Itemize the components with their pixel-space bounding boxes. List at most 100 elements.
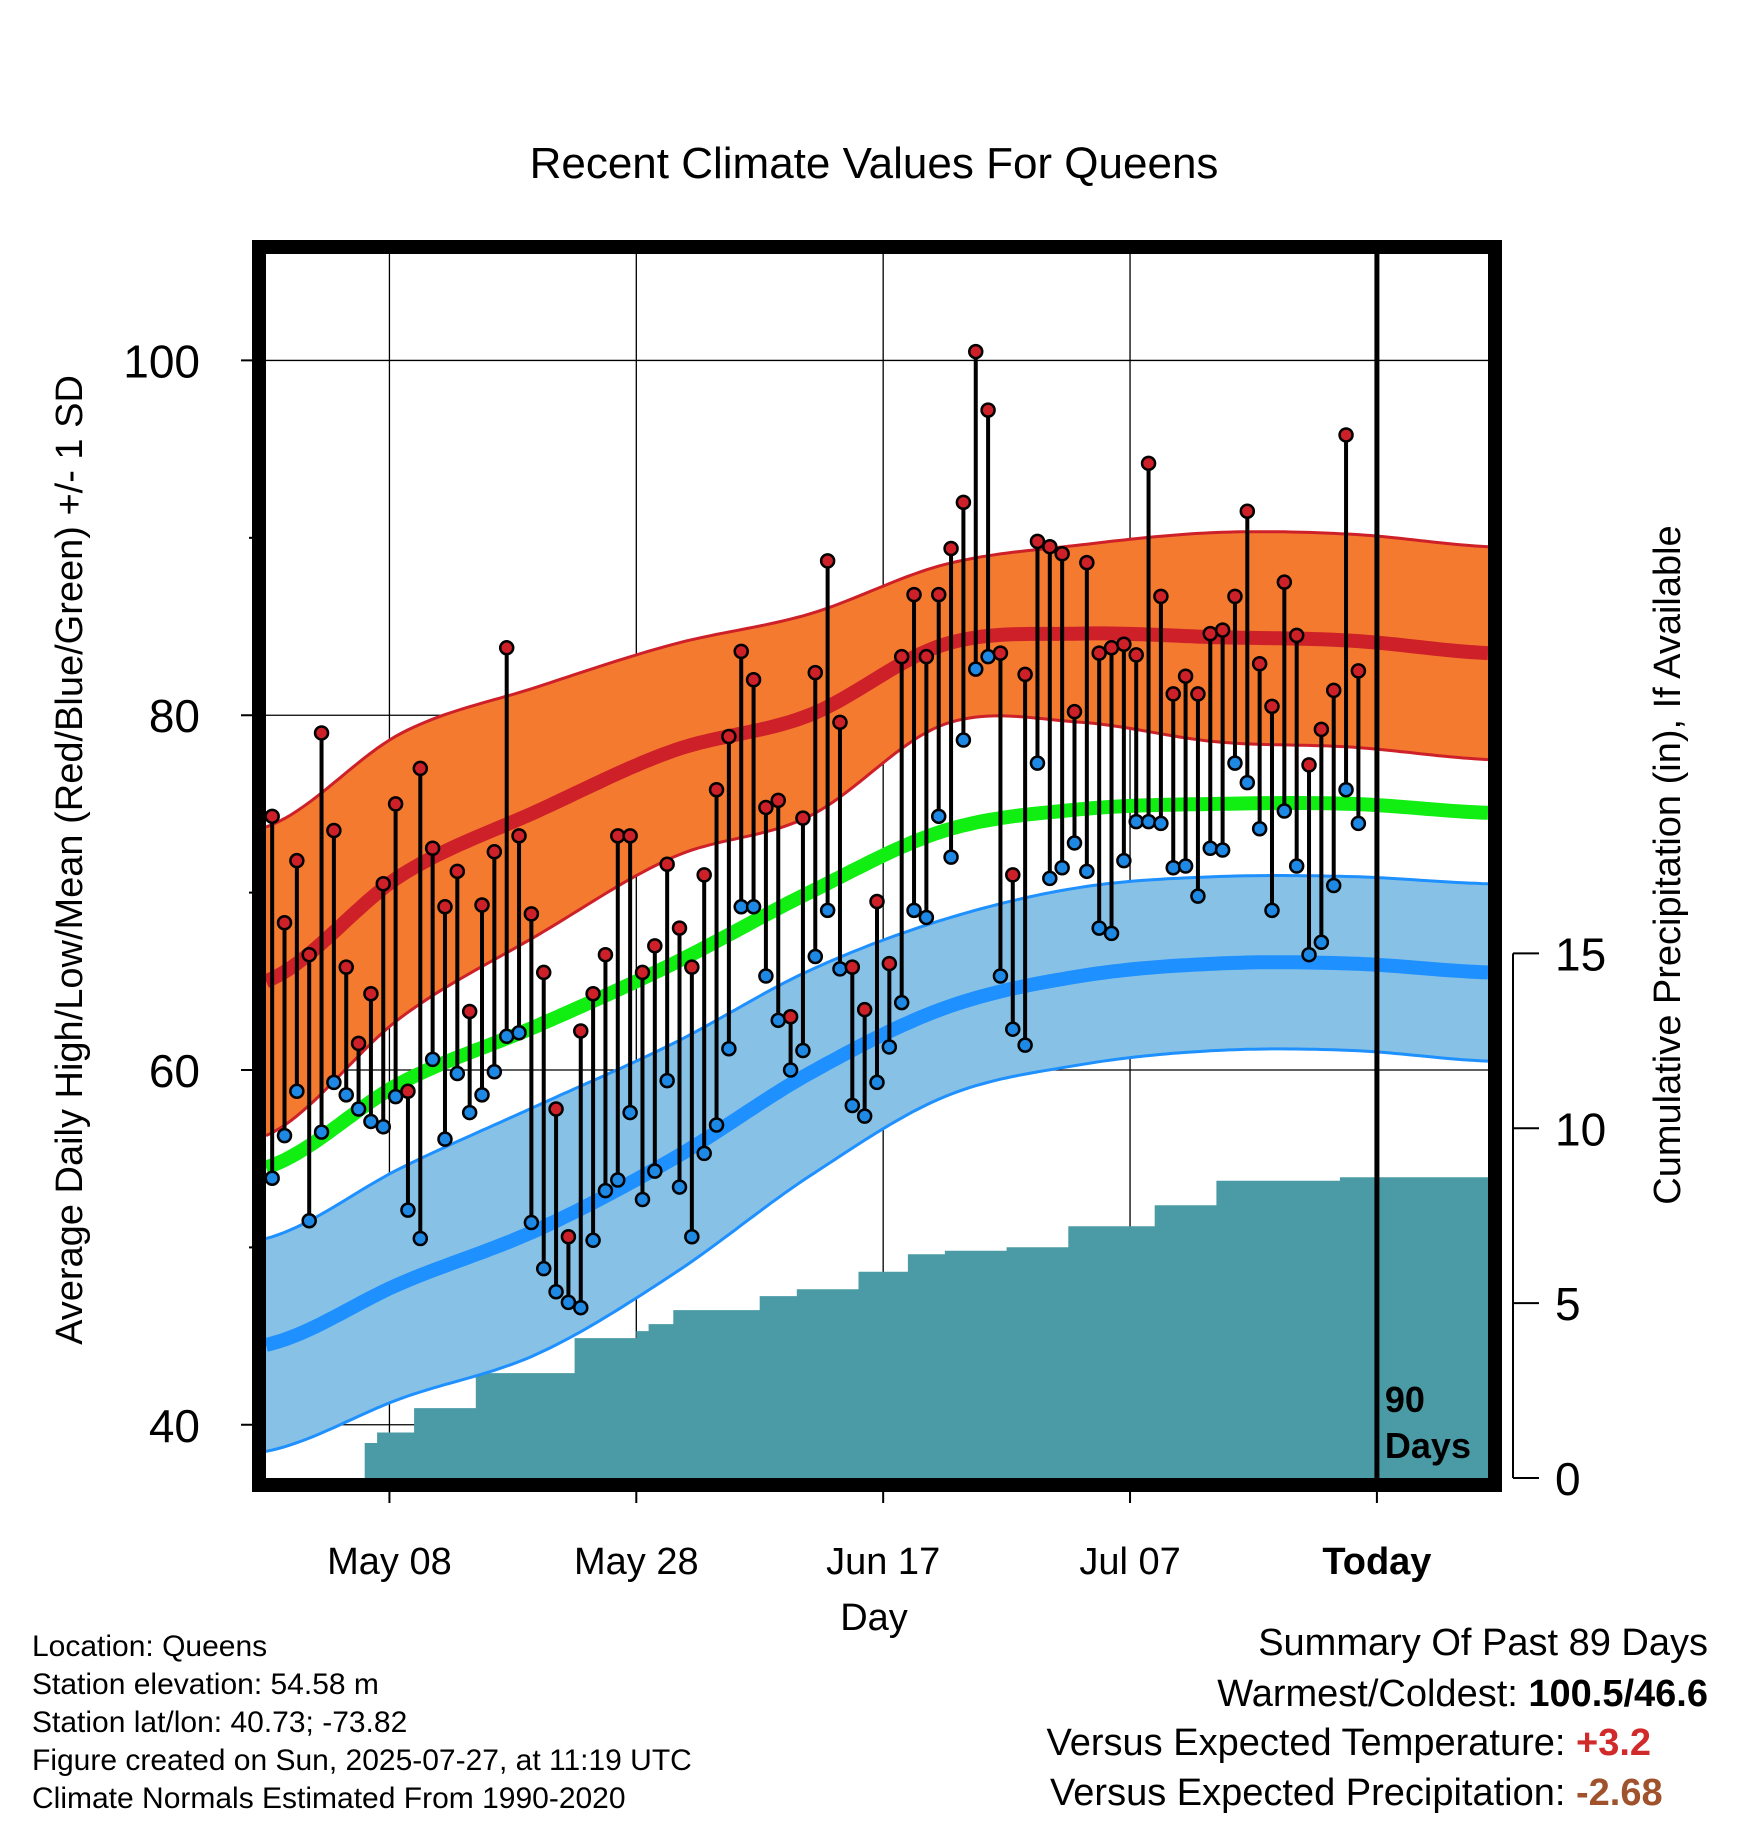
summary-precip-row: Versus Expected Precipitation: -2.68 [1050, 1772, 1708, 1815]
y-tick-label: 80 [149, 690, 200, 742]
x-tick-label: Today [1322, 1541, 1431, 1583]
summary-temp-value: +3.2 [1576, 1722, 1652, 1764]
daily-high-point [424, 840, 441, 857]
daily-low-point [1042, 870, 1058, 887]
daily-high-point [1066, 703, 1083, 720]
daily-low-point [276, 1127, 293, 1144]
daily-low-point [461, 1104, 478, 1121]
daily-low-point [1017, 1037, 1033, 1053]
daily-low-point [610, 1172, 626, 1188]
daily-low-point [301, 1213, 317, 1229]
daily-high-point [819, 553, 836, 569]
daily-high-point [1264, 698, 1280, 715]
station-info: Location: Queens Station elevation: 54.5… [32, 1628, 692, 1818]
daily-low-point [955, 732, 972, 748]
daily-low-point [363, 1113, 379, 1130]
daily-high-point [1029, 533, 1046, 550]
daily-low-point [807, 948, 824, 965]
daily-high-point [1350, 663, 1367, 679]
daily-high-point [474, 897, 490, 913]
summary-temp-label: Versus Expected Temperature: [1046, 1722, 1566, 1764]
daily-low-point [967, 661, 984, 677]
daily-high-point [844, 959, 861, 975]
high-sd-upper [266, 530, 1488, 829]
daily-low-point [832, 961, 848, 977]
daily-high-point [511, 828, 527, 844]
daily-high-point [770, 792, 787, 809]
y2-tick-label: 15 [1555, 928, 1606, 980]
daily-low-point [266, 1170, 280, 1186]
x-tick-label: May 08 [327, 1541, 452, 1583]
daily-high-point [610, 828, 626, 844]
daily-high-point [745, 671, 762, 688]
daily-high-point [1325, 682, 1342, 699]
daily-high-point [906, 586, 922, 603]
daily-low-point [387, 1088, 404, 1105]
summary-precip-value: -2.68 [1576, 1772, 1663, 1814]
daily-low-point [659, 1072, 675, 1089]
daily-low-point [511, 1024, 527, 1041]
daily-low-point [1029, 755, 1046, 771]
daily-low-point [684, 1228, 700, 1245]
daily-high-point [647, 938, 663, 954]
daily-high-point [832, 714, 848, 731]
daily-low-point [1350, 815, 1367, 832]
daily-high-point [758, 799, 774, 816]
daily-low-point [1054, 860, 1070, 876]
daily-low-point [721, 1040, 737, 1057]
daily-low-point [1313, 934, 1330, 951]
daily-low-point [647, 1163, 663, 1179]
daily-low-point [573, 1299, 589, 1316]
daily-low-point [412, 1230, 429, 1247]
daily-high-point [634, 964, 651, 981]
info-normals: Climate Normals Estimated From 1990-2020 [32, 1782, 626, 1815]
daily-low-point [1190, 888, 1206, 904]
low-sd-lower [266, 1047, 1488, 1453]
daily-high-point [1227, 588, 1243, 605]
daily-high-point [967, 343, 984, 360]
daily-low-point [1079, 863, 1095, 880]
daily-low-point [1116, 852, 1132, 869]
daily-high-point [375, 875, 392, 892]
daily-high-point [943, 540, 959, 557]
daily-low-point [1239, 774, 1256, 791]
daily-high-point [548, 1101, 564, 1117]
daily-high-point [338, 959, 354, 975]
daily-high-point [449, 863, 466, 880]
daily-low-point [1202, 840, 1219, 857]
daily-low-point [597, 1182, 614, 1199]
daily-low-point [992, 968, 1009, 984]
daily-low-point [523, 1214, 540, 1231]
daily-low-point [930, 808, 947, 825]
daily-low-point [1251, 820, 1268, 837]
daily-high-point [266, 808, 280, 825]
daily-high-point [1276, 574, 1293, 590]
daily-low-point [1153, 815, 1169, 832]
daily-low-point [733, 899, 749, 915]
daily-high-point [276, 915, 293, 931]
daily-high-point [1091, 645, 1107, 661]
daily-low-point [745, 899, 762, 915]
daily-low-point [1325, 877, 1342, 894]
daily-high-point [795, 810, 811, 826]
daily-low-point [770, 1012, 787, 1029]
daily-high-point [881, 955, 898, 972]
daily-high-point [1103, 640, 1120, 656]
daily-low-point [881, 1039, 898, 1055]
daily-low-point [1128, 813, 1144, 830]
daily-high-point [597, 946, 614, 963]
daily-high-point [733, 643, 749, 660]
daily-low-point [1288, 858, 1305, 874]
daily-low-point [943, 849, 959, 865]
daily-high-point [363, 985, 379, 1002]
y-tick-label: 60 [149, 1045, 200, 1097]
daily-low-point [622, 1104, 638, 1121]
y-axis-label: Average Daily High/Low/Mean (Red/Blue/Gr… [49, 375, 91, 1345]
daily-low-point [350, 1101, 367, 1117]
daily-low-point [474, 1087, 490, 1103]
daily-high-point [684, 959, 700, 975]
daily-low-point [437, 1131, 453, 1147]
daily-high-point [807, 664, 824, 681]
daily-high-point [1165, 686, 1181, 702]
daily-low-point [313, 1124, 330, 1140]
